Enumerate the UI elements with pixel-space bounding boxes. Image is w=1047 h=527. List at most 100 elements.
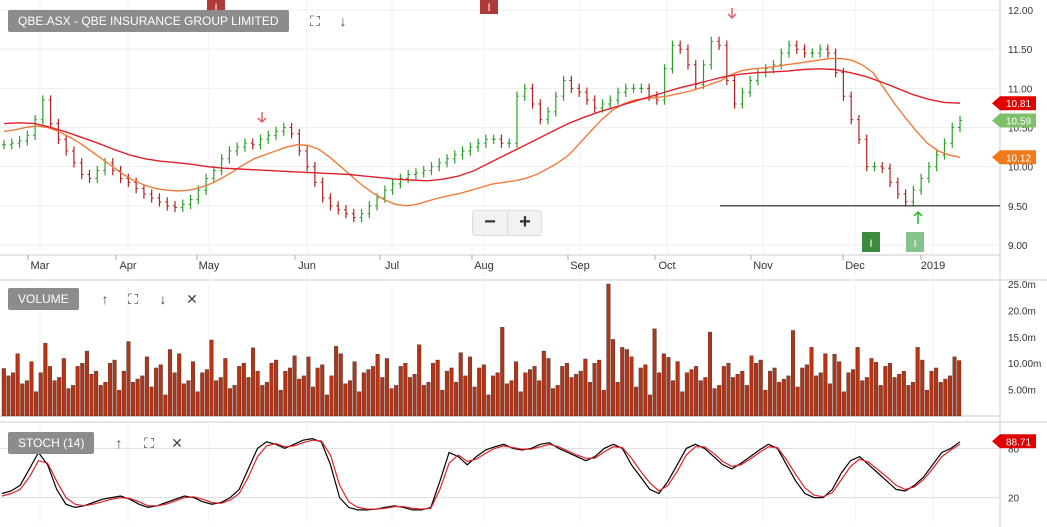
volume-bar	[583, 358, 588, 417]
volume-bar	[407, 377, 412, 417]
volume-bar	[518, 391, 523, 417]
month-tick-label: Mar	[31, 260, 50, 272]
volume-bar	[823, 353, 828, 417]
zoom-in-button[interactable]: +	[507, 211, 542, 235]
volume-bar	[569, 377, 574, 417]
volume-bar	[140, 375, 145, 417]
volume-bar	[181, 383, 186, 417]
chevron-down-icon[interactable]: ↓	[159, 291, 167, 307]
arrow-down-marker	[727, 8, 737, 20]
event-marker-box	[862, 232, 880, 252]
event-marker-box	[480, 0, 498, 14]
volume-bar	[98, 385, 103, 417]
volume-bar	[666, 357, 671, 417]
volume-panel-title[interactable]: VOLUME	[8, 288, 79, 310]
main-chart-title[interactable]: QBE.ASX - QBE INSURANCE GROUP LIMITED	[8, 10, 289, 32]
volume-bar	[394, 385, 399, 417]
volume-bar	[232, 385, 237, 417]
volume-bar	[578, 370, 583, 417]
volume-bar	[200, 372, 205, 417]
volume-bar	[864, 377, 869, 417]
event-marker-label: I	[869, 238, 872, 250]
expand-icon[interactable]: ⛶	[310, 13, 320, 29]
month-tick-label: Oct	[658, 260, 675, 272]
volume-bar	[283, 370, 288, 417]
volume-bar	[121, 370, 126, 417]
volume-bar	[772, 367, 777, 417]
volume-bar	[694, 366, 699, 417]
volume-bar	[504, 383, 509, 417]
volume-bar	[887, 363, 892, 417]
volume-bar	[532, 366, 537, 417]
volume-bar	[454, 382, 459, 417]
price-tag-label: 10.59	[1006, 116, 1031, 127]
volume-tick-label: 15.0m	[1008, 333, 1036, 344]
price-tag-label: 10.12	[1006, 153, 1031, 164]
volume-bar	[597, 359, 602, 417]
stoch-line-d	[1, 439, 961, 510]
volume-bar	[754, 363, 759, 417]
volume-bar	[587, 382, 592, 417]
close-icon[interactable]: ✕	[186, 291, 198, 307]
volume-bar	[883, 366, 888, 417]
volume-bar	[398, 366, 403, 417]
event-marker-box	[906, 232, 924, 252]
volume-bar	[537, 380, 542, 417]
volume-bar	[84, 350, 89, 417]
volume-bar	[947, 375, 952, 417]
volume-bar	[278, 389, 283, 417]
arrow-up-icon[interactable]: ↑	[115, 435, 123, 451]
volume-bar	[638, 367, 643, 417]
volume-bar	[251, 347, 256, 417]
price-tag: 10.59	[992, 113, 1036, 128]
volume-bar	[361, 372, 366, 417]
price-tick-label: 11.50	[1008, 45, 1033, 56]
price-tick-label: 9.00	[1008, 241, 1028, 252]
zoom-out-button[interactable]: −	[484, 211, 496, 233]
volume-bar	[80, 363, 85, 417]
volume-bar	[934, 367, 939, 417]
volume-bar	[117, 389, 122, 417]
volume-bar	[629, 356, 634, 417]
volume-bar	[57, 377, 62, 417]
chevron-down-icon[interactable]: ↓	[339, 13, 347, 29]
volume-bar	[366, 369, 371, 417]
expand-icon[interactable]: ⛶	[128, 291, 138, 307]
volume-bar	[218, 377, 223, 417]
close-icon[interactable]: ✕	[171, 435, 183, 451]
volume-bar	[957, 360, 962, 417]
volume-bar	[938, 382, 943, 417]
volume-bar	[297, 378, 302, 417]
volume-tick-label: 25.0m	[1008, 280, 1036, 291]
volume-bar	[287, 367, 292, 417]
volume-bar	[449, 367, 454, 417]
volume-tick-label: 5.00m	[1008, 386, 1036, 397]
price-tick-label: 9.50	[1008, 202, 1028, 213]
volume-bar	[911, 382, 916, 417]
volume-bar	[135, 378, 140, 417]
volume-bar	[24, 380, 29, 417]
price-tag-bg	[992, 113, 1036, 128]
price-tag-label: 10.81	[1006, 99, 1031, 110]
volume-bar	[703, 377, 708, 417]
volume-bar	[227, 388, 232, 417]
volume-bar	[874, 361, 879, 417]
arrow-up-icon[interactable]: ↑	[101, 291, 109, 307]
arrow-up-marker	[913, 210, 923, 224]
volume-bar	[712, 388, 717, 417]
expand-icon[interactable]: ⛶	[144, 435, 154, 451]
volume-bar	[237, 366, 242, 417]
volume-bar	[167, 349, 172, 417]
volume-bar	[943, 378, 948, 417]
event-marker-label: I	[214, 2, 217, 14]
volume-tick-label: 20.0m	[1008, 306, 1036, 317]
volume-bar	[758, 359, 763, 417]
volume-bar	[740, 370, 745, 417]
volume-bar	[421, 385, 426, 417]
volume-bar	[338, 353, 343, 417]
price-tag: 10.81	[992, 96, 1036, 111]
volume-bar	[311, 386, 316, 417]
stoch-panel-title[interactable]: STOCH (14)	[8, 432, 95, 454]
volume-bar	[89, 374, 94, 417]
stoch-tag-label: 88.71	[1006, 437, 1031, 448]
